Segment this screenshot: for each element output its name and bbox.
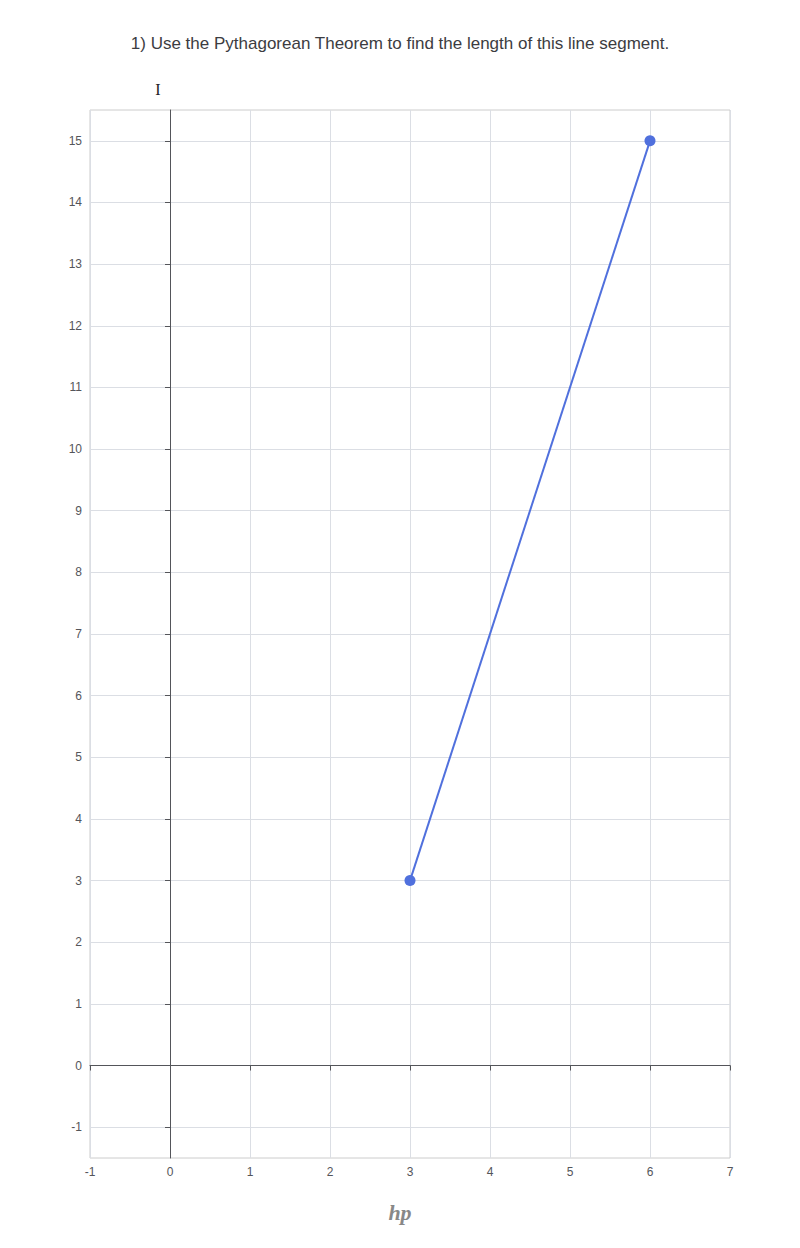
svg-text:5: 5 <box>567 1165 574 1179</box>
svg-text:0: 0 <box>167 1165 174 1179</box>
svg-text:1: 1 <box>75 997 82 1011</box>
svg-text:3: 3 <box>75 874 82 888</box>
svg-text:-1: -1 <box>71 1120 82 1134</box>
svg-text:I: I <box>155 81 160 98</box>
svg-text:0: 0 <box>75 1059 82 1073</box>
svg-text:14: 14 <box>69 195 83 209</box>
svg-text:hp: hp <box>388 1200 411 1225</box>
svg-text:-1: -1 <box>85 1165 96 1179</box>
svg-text:5: 5 <box>75 750 82 764</box>
svg-text:3: 3 <box>407 1165 414 1179</box>
svg-text:15: 15 <box>69 134 83 148</box>
svg-text:12: 12 <box>69 319 83 333</box>
svg-text:2: 2 <box>75 935 82 949</box>
svg-text:4: 4 <box>487 1165 494 1179</box>
svg-text:6: 6 <box>75 689 82 703</box>
svg-text:6: 6 <box>647 1165 654 1179</box>
svg-text:7: 7 <box>75 627 82 641</box>
svg-text:11: 11 <box>70 380 83 394</box>
svg-text:7: 7 <box>727 1165 734 1179</box>
svg-text:4: 4 <box>75 812 82 826</box>
svg-text:1) Use the Pythagorean Theorem: 1) Use the Pythagorean Theorem to find t… <box>131 34 669 53</box>
svg-text:10: 10 <box>69 442 83 456</box>
svg-text:1: 1 <box>247 1165 254 1179</box>
svg-text:8: 8 <box>75 565 82 579</box>
svg-text:2: 2 <box>327 1165 334 1179</box>
svg-text:9: 9 <box>75 504 82 518</box>
svg-text:13: 13 <box>69 257 83 271</box>
